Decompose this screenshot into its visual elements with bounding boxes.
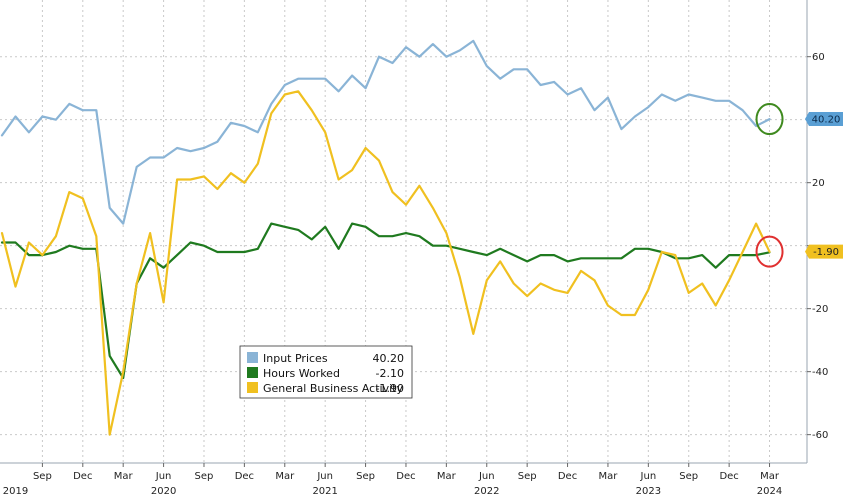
x-tick-label: Sep <box>518 471 537 482</box>
legend-swatch-general-business-activity <box>247 382 258 393</box>
legend-value-general-business-activity: -1.90 <box>376 382 404 395</box>
x-axis: Sep Dec Mar Jun Sep Dec Mar Jun Sep Dec Mar Jun Sep D… <box>3 463 782 497</box>
last-value-text-input-prices: 40.20 <box>812 115 841 126</box>
legend-label-input-prices: Input Prices <box>263 352 328 365</box>
y-tick-label: -20 <box>812 304 828 315</box>
last-value-labels: 40.20 -1.90 <box>755 103 843 268</box>
x-tick-label: Sep <box>679 471 698 482</box>
y-tick-label: 20 <box>812 178 825 189</box>
series-layer <box>0 39 771 436</box>
x-tick-label: Dec <box>396 471 415 482</box>
x-tick-label: Jun <box>155 471 172 482</box>
legend-swatch-hours-worked <box>247 367 258 378</box>
legend-label-hours-worked: Hours Worked <box>263 367 340 380</box>
x-year-label: 2021 <box>312 486 337 497</box>
legend: Input Prices 40.20 Hours Worked -2.10 Ge… <box>239 345 413 399</box>
x-tick-label: Dec <box>73 471 92 482</box>
last-value-text-general-business-activity: -1.90 <box>813 247 839 258</box>
legend-value-hours-worked: -2.10 <box>376 367 404 380</box>
x-tick-label: Mar <box>599 471 619 482</box>
highlight-circle-input-prices <box>755 103 784 136</box>
legend-swatch-input-prices <box>247 352 258 363</box>
last-value-tag-input-prices <box>805 112 843 127</box>
legend-box <box>239 345 413 399</box>
x-tick-label: Sep <box>33 471 52 482</box>
y-tick-label: -40 <box>812 367 828 378</box>
x-tick-label: Sep <box>195 471 214 482</box>
x-tick-label: Jun <box>478 471 495 482</box>
x-tick-label: Jun <box>640 471 657 482</box>
x-year-label: 2022 <box>474 486 499 497</box>
x-tick-label: Mar <box>114 471 134 482</box>
series-line-input-prices <box>0 39 771 225</box>
x-tick-label: Mar <box>437 471 457 482</box>
highlight-circle-general-business-activity <box>755 235 784 268</box>
y-tick-label: 60 <box>812 52 825 63</box>
x-tick-label: Dec <box>719 471 738 482</box>
x-year-label: 2024 <box>757 486 782 497</box>
last-value-tag-general-business-activity <box>805 244 843 259</box>
x-tick-label: Mar <box>275 471 295 482</box>
series-line-general-business-activity <box>0 90 771 436</box>
legend-value-input-prices: 40.20 <box>373 352 405 365</box>
x-tick-label: Sep <box>356 471 375 482</box>
x-year-label: 2019 <box>3 486 28 497</box>
x-tick-label: Mar <box>760 471 780 482</box>
x-tick-label: Dec <box>558 471 577 482</box>
y-tick-label: -60 <box>812 430 828 441</box>
x-year-label: 2020 <box>151 486 176 497</box>
legend-label-general-business-activity: General Business Activity <box>263 382 403 395</box>
x-tick-label: Jun <box>316 471 333 482</box>
x-year-label: 2023 <box>636 486 661 497</box>
x-tick-label: Dec <box>235 471 254 482</box>
